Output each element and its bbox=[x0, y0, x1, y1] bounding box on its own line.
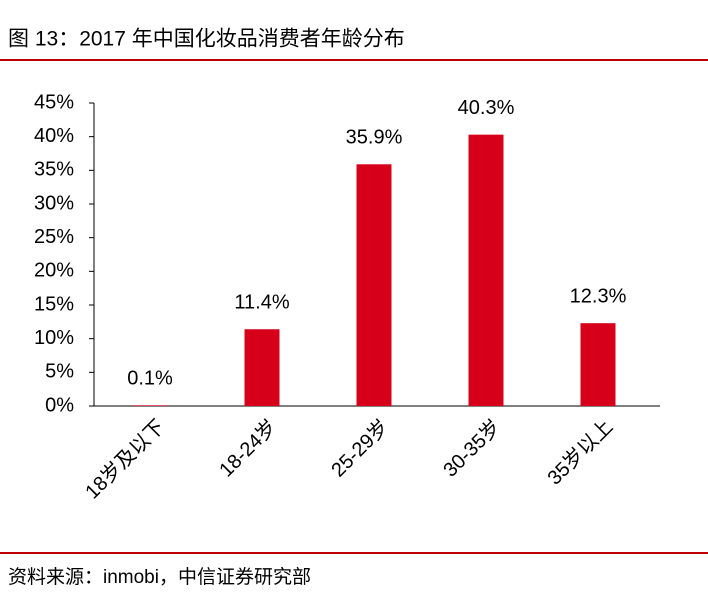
y-tick-label: 25% bbox=[34, 226, 74, 248]
y-tick-label: 35% bbox=[34, 159, 74, 181]
bar bbox=[244, 329, 280, 406]
y-tick-label: 45% bbox=[34, 91, 74, 113]
value-label: 11.4% bbox=[234, 292, 289, 314]
x-tick-label: 25-29岁 bbox=[327, 415, 394, 482]
y-tick-label: 10% bbox=[34, 327, 74, 349]
bar bbox=[356, 164, 392, 406]
value-label: 40.3% bbox=[458, 97, 515, 119]
bar bbox=[468, 134, 504, 406]
y-tick-label: 20% bbox=[34, 260, 74, 282]
y-tick-label: 15% bbox=[34, 293, 74, 315]
y-tick-label: 40% bbox=[34, 125, 74, 147]
bar bbox=[132, 405, 168, 406]
y-tick-label: 30% bbox=[34, 192, 74, 214]
bar bbox=[580, 323, 616, 406]
value-label: 12.3% bbox=[570, 285, 627, 307]
chart-title: 图 13：2017 年中国化妆品消费者年龄分布 bbox=[8, 28, 405, 51]
y-tick-label: 0% bbox=[45, 394, 74, 416]
x-tick-label: 18岁及以下 bbox=[81, 415, 170, 504]
value-label: 0.1% bbox=[127, 368, 173, 390]
x-tick-label: 35岁以上 bbox=[543, 415, 617, 489]
source: 资料来源：inmobi，中信证券研究部 bbox=[8, 566, 311, 588]
x-tick-label: 30-35岁 bbox=[439, 415, 506, 482]
value-label: 35.9% bbox=[346, 127, 403, 149]
y-tick-label: 5% bbox=[45, 361, 74, 383]
x-tick-label: 18-24岁 bbox=[215, 415, 282, 482]
